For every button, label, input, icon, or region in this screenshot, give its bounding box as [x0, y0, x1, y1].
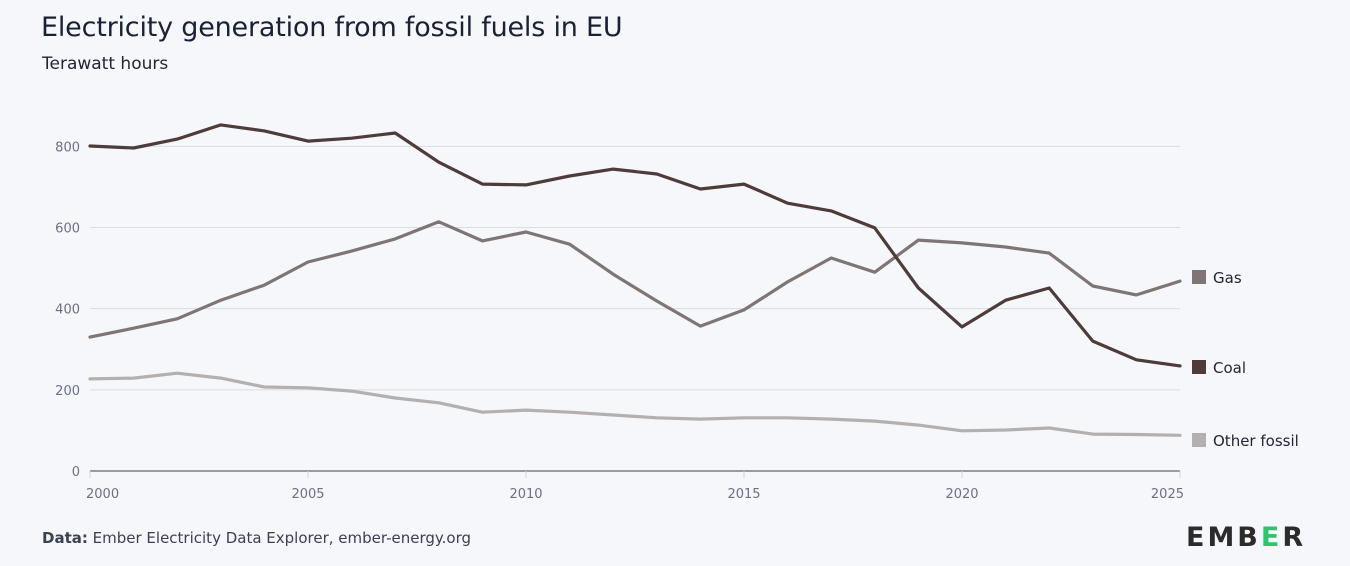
y-tick-label: 600	[55, 222, 80, 237]
legend-label-coal: Coal	[1213, 359, 1246, 377]
x-tick-label: 2000	[86, 487, 119, 502]
x-tick-label: 2010	[509, 487, 542, 502]
y-axis: 0 200 400 600 800	[55, 140, 80, 480]
logo-part-accent: E	[1260, 522, 1283, 553]
logo-part-3: R	[1282, 522, 1307, 553]
legend: Gas Coal Other fossil	[1192, 269, 1299, 450]
series-line-other-fossil	[88, 371, 1182, 437]
y-tick-label: 400	[55, 303, 80, 318]
chart-title: Electricity generation from fossil fuels…	[41, 12, 623, 43]
legend-label-other-fossil: Other fossil	[1213, 432, 1299, 450]
x-axis: 2000 2005 2010 2015 2020 2025	[86, 470, 1184, 502]
source-label: Data:	[42, 529, 88, 547]
ember-logo[interactable]: EMBER	[1186, 522, 1306, 553]
series-line-gas	[88, 220, 1182, 339]
y-tick-label: 0	[72, 465, 80, 480]
legend-swatch-other-fossil	[1192, 433, 1206, 447]
x-tick-label: 2015	[727, 487, 760, 502]
y-tick-label: 200	[55, 384, 80, 399]
x-tick-label: 2025	[1151, 487, 1184, 502]
x-tick-label: 2005	[291, 487, 324, 502]
gridlines	[90, 145, 1180, 391]
x-tick-label: 2020	[945, 487, 978, 502]
legend-swatch-gas	[1192, 270, 1206, 284]
logo-part-1: EMB	[1186, 522, 1261, 553]
data-source: Data: Ember Electricity Data Explorer, e…	[42, 529, 471, 547]
chart-subtitle: Terawatt hours	[42, 54, 169, 74]
legend-swatch-coal	[1192, 360, 1206, 374]
legend-label-gas: Gas	[1213, 269, 1242, 287]
y-tick-label: 800	[55, 140, 80, 155]
series-line-coal	[88, 123, 1182, 368]
source-text: Ember Electricity Data Explorer, ember-e…	[92, 529, 471, 547]
series-lines	[88, 123, 1182, 437]
